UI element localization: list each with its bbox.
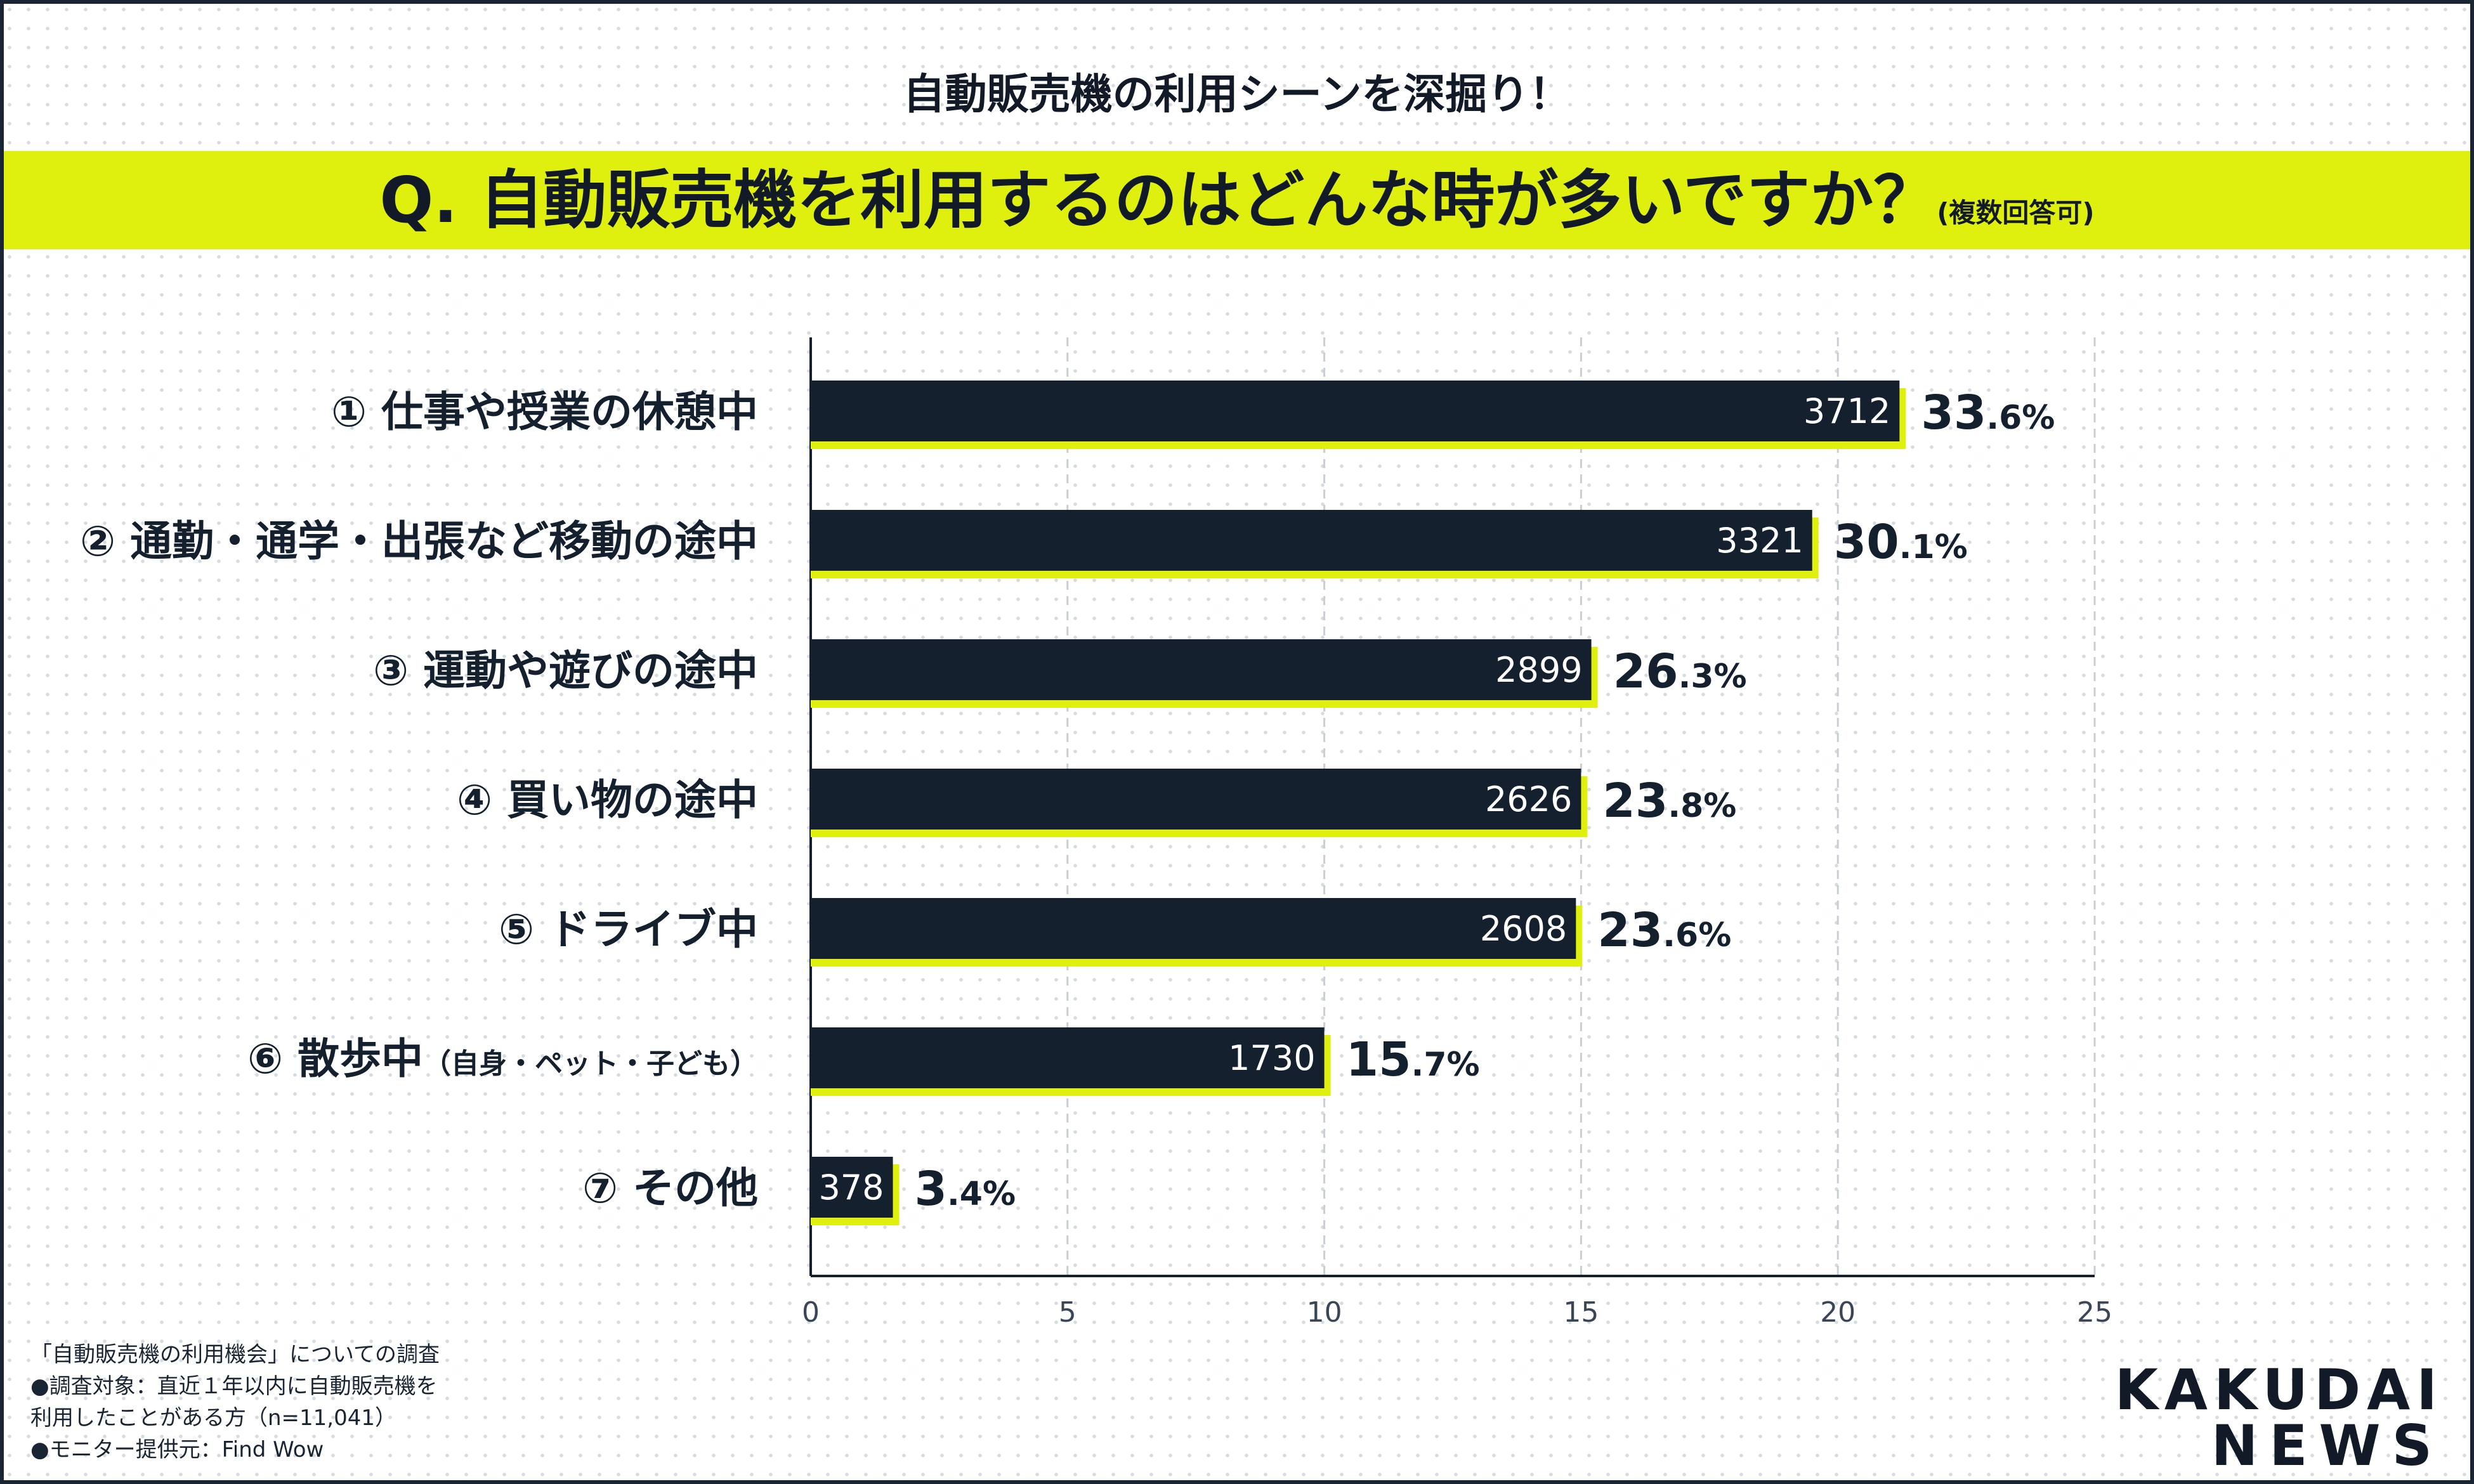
- bar-percent-label: 23.8%: [1602, 774, 1736, 828]
- bar-percent-label: 33.6%: [1921, 386, 2055, 440]
- x-tick-label: 20: [1820, 1296, 1856, 1329]
- footer-survey-title: 「自動販売機の利用機会」についての調査: [30, 1342, 440, 1367]
- category-label: ④ 買い物の途中: [457, 776, 758, 824]
- logo-kakudai: KAKUDAI: [2114, 1357, 2444, 1422]
- bar: [811, 898, 1576, 959]
- x-tick-label: 5: [1059, 1296, 1077, 1329]
- x-tick-label: 0: [802, 1296, 820, 1329]
- bar-count-label: 2626: [1485, 779, 1572, 819]
- bar-count-label: 1730: [1228, 1038, 1315, 1078]
- survey-subtitle: 自動販売機の利用シーンを深掘り！: [903, 70, 1571, 119]
- x-tick-label: 10: [1307, 1296, 1342, 1329]
- bar-count-label: 3712: [1803, 391, 1890, 431]
- category-label: ⑥ 散歩中（自身・ペット・子ども）: [247, 1034, 758, 1083]
- logo-news: NEWS: [2211, 1413, 2444, 1478]
- bar-percent-label: 30.1%: [1834, 515, 1968, 570]
- bar-percent-label: 3.4%: [915, 1162, 1016, 1216]
- x-tick-label: 15: [1563, 1296, 1599, 1329]
- category-label: ⑦ その他: [582, 1164, 758, 1213]
- bar-percent-label: 26.3%: [1613, 644, 1747, 699]
- category-label: ① 仕事や授業の休憩中: [331, 387, 758, 436]
- question-text: Q. 自動販売機を利用するのはどんな時が多いですか？: [379, 163, 1937, 237]
- x-tick-label: 25: [2077, 1296, 2112, 1329]
- question-title: Q. 自動販売機を利用するのはどんな時が多いですか？(複数回答可): [0, 151, 2474, 249]
- category-label: ② 通勤・通学・出張など移動の途中: [80, 517, 758, 566]
- category-label: ⑤ ドライブ中: [499, 905, 758, 954]
- footer-target-cont: 利用したことがある方（n=11,041）: [30, 1405, 397, 1431]
- bar: [811, 1157, 893, 1218]
- bar: [811, 510, 1812, 571]
- bar-count-label: 3321: [1716, 521, 1803, 561]
- bar-percent-label: 23.6%: [1597, 903, 1731, 958]
- category-label: ③ 運動や遊びの途中: [373, 646, 758, 695]
- bar-count-label: 2899: [1495, 650, 1582, 690]
- bar: [811, 381, 1900, 441]
- question-band: [0, 151, 2474, 249]
- bar: [811, 769, 1581, 830]
- footer-target: ●調査対象：直近１年以内に自動販売機を: [30, 1374, 438, 1399]
- footer-provider: ●モニター提供元：Find Wow: [30, 1437, 324, 1462]
- question-note: (複数回答可): [1937, 197, 2095, 228]
- bar-count-label: 2608: [1480, 909, 1567, 949]
- bar-count-label: 378: [818, 1168, 884, 1207]
- bar: [811, 639, 1592, 700]
- bar: [811, 1027, 1325, 1088]
- bar-percent-label: 15.7%: [1346, 1032, 1480, 1087]
